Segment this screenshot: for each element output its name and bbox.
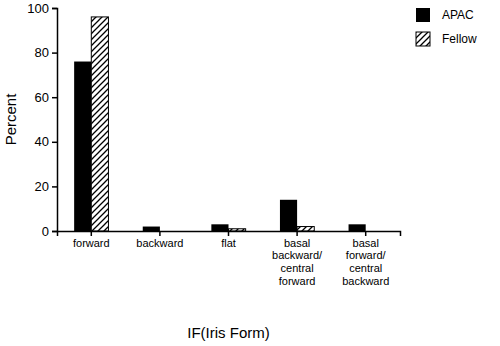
tick-label: 20 (35, 179, 49, 194)
tick: 100 (27, 1, 57, 16)
tick-label: forward (73, 237, 110, 249)
legend-swatch (416, 8, 430, 22)
chart: 0 20 40 60 80 100 forward backward flat basalback… (0, 0, 500, 346)
tick: 0 (42, 224, 57, 239)
legend-item: APAC (416, 8, 474, 22)
tick-mark (52, 142, 57, 144)
tick: 80 (35, 45, 57, 60)
legend: APAC Fellow (416, 8, 477, 46)
x-axis: forward backward flat basalbackward/central… (58, 231, 401, 287)
tick-mark (91, 231, 93, 236)
bar (143, 227, 160, 231)
bar (211, 224, 228, 231)
tick-label: 40 (35, 134, 49, 149)
tick-label: 80 (35, 45, 49, 60)
axis-line (52, 9, 58, 232)
tick-label: backward (136, 237, 183, 249)
series (74, 62, 366, 231)
bar (91, 17, 108, 231)
tick-label: flat (221, 237, 236, 249)
tick-mark (52, 231, 57, 233)
tick: 60 (35, 90, 57, 105)
tick: 20 (35, 179, 57, 194)
tick-mark (159, 231, 161, 236)
legend-swatch (416, 32, 430, 46)
tick: 40 (35, 134, 57, 149)
legend-label: APAC (442, 8, 474, 22)
series (91, 17, 314, 231)
bar (280, 200, 297, 231)
tick: basalbackward/centralforward (272, 231, 323, 287)
tick-mark (52, 8, 57, 10)
tick: forward (73, 231, 110, 249)
plot: 0 20 40 60 80 100 forward backward flat basalback… (27, 1, 400, 287)
tick: backward (136, 231, 183, 249)
tick-mark (52, 186, 57, 188)
tick: flat (221, 231, 236, 249)
x-axis-title: IF(Iris Form) (187, 324, 269, 341)
bar (74, 62, 91, 231)
bar (349, 224, 366, 231)
legend-item: Fellow (416, 32, 477, 46)
tick: basalforward/centralbackward (342, 231, 389, 287)
bar (229, 229, 246, 231)
bars (74, 17, 366, 231)
y-axis-title: Percent (2, 93, 19, 146)
bar (297, 227, 314, 231)
tick-label: basalforward/centralbackward (342, 237, 389, 287)
tick-label: 0 (42, 224, 49, 239)
legend-label: Fellow (442, 32, 477, 46)
tick-mark (52, 52, 57, 54)
tick-mark (228, 231, 230, 236)
tick-mark (296, 231, 298, 236)
tick-mark (365, 231, 367, 236)
y-axis: 0 20 40 60 80 100 (27, 1, 57, 239)
tick-label: 100 (27, 1, 49, 16)
tick-label: 60 (35, 90, 49, 105)
tick-mark (52, 97, 57, 99)
tick-label: basalbackward/centralforward (272, 237, 323, 287)
axis-line (58, 232, 401, 237)
